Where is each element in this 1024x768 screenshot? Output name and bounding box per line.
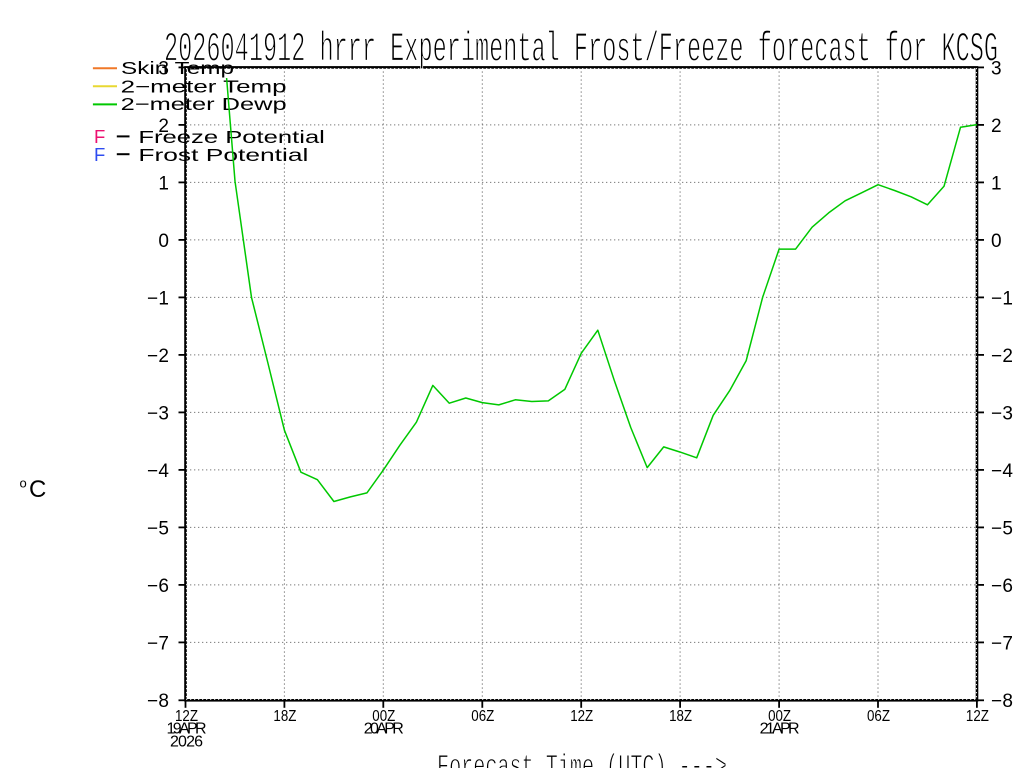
svg-text:−6: −6 <box>991 576 1013 597</box>
svg-text:00Z: 00Z <box>768 708 791 725</box>
svg-text:18Z: 18Z <box>273 708 296 725</box>
svg-text:0: 0 <box>991 231 1002 252</box>
svg-text:F: F <box>94 126 105 147</box>
svg-text:18Z: 18Z <box>669 708 692 725</box>
svg-text:−7: −7 <box>991 633 1013 654</box>
svg-text:1: 1 <box>158 173 169 194</box>
svg-text:−1: −1 <box>147 288 169 309</box>
svg-text:12Z: 12Z <box>570 708 593 725</box>
svg-text:2−meter Dewp: 2−meter Dewp <box>121 94 287 114</box>
svg-text:Skin Temp: Skin Temp <box>121 58 234 78</box>
svg-text:3: 3 <box>991 58 1002 79</box>
svg-text:o: o <box>20 476 27 491</box>
svg-text:−3: −3 <box>147 403 169 424</box>
svg-text:2: 2 <box>991 116 1002 137</box>
svg-text:2: 2 <box>158 116 169 137</box>
svg-text:−2: −2 <box>991 346 1013 367</box>
svg-text:2026041912 hrrr Experimental F: 2026041912 hrrr Experimental Frost/Freez… <box>164 26 998 74</box>
svg-text:C: C <box>29 476 46 503</box>
svg-text:−5: −5 <box>991 518 1013 539</box>
svg-text:00Z: 00Z <box>372 708 395 725</box>
svg-text:−2: −2 <box>147 346 169 367</box>
svg-text:F: F <box>94 144 105 165</box>
svg-text:12Z: 12Z <box>175 708 198 725</box>
svg-text:1: 1 <box>991 173 1002 194</box>
svg-text:2026: 2026 <box>170 734 203 751</box>
svg-text:−4: −4 <box>147 461 169 482</box>
svg-text:−5: −5 <box>147 518 169 539</box>
svg-text:3: 3 <box>158 58 169 79</box>
svg-text:20APR: 20APR <box>364 721 404 738</box>
svg-text:12Z: 12Z <box>966 708 989 725</box>
svg-text:−8: −8 <box>147 691 169 712</box>
svg-text:Frost Potential: Frost Potential <box>138 145 308 165</box>
svg-text:2−meter Temp: 2−meter Temp <box>121 76 287 96</box>
svg-text:−7: −7 <box>147 633 169 654</box>
svg-text:−4: −4 <box>991 461 1013 482</box>
svg-text:21APR: 21APR <box>760 721 800 738</box>
svg-text:−1: −1 <box>991 288 1013 309</box>
svg-text:−6: −6 <box>147 576 169 597</box>
svg-text:06Z: 06Z <box>867 708 890 725</box>
svg-text:06Z: 06Z <box>471 708 494 725</box>
svg-text:Forecast Time (UTC) --->: Forecast Time (UTC) ---> <box>437 750 727 768</box>
svg-text:−3: −3 <box>991 403 1013 424</box>
svg-text:−8: −8 <box>991 691 1013 712</box>
svg-text:0: 0 <box>158 231 169 252</box>
svg-text:19APR: 19APR <box>167 721 207 738</box>
